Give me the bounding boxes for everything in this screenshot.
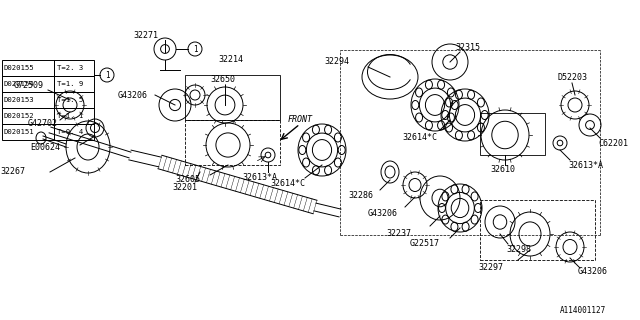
Text: G22517: G22517 [410, 239, 440, 249]
Text: 32294: 32294 [324, 58, 349, 67]
Text: 32267: 32267 [0, 167, 25, 177]
Text: D020154: D020154 [4, 81, 35, 87]
Text: 1: 1 [105, 70, 109, 79]
Bar [2, 60, 54, 76]
Bar [2, 124, 54, 140]
Text: T=0. 4: T=0. 4 [57, 129, 83, 135]
Text: G42702: G42702 [28, 119, 58, 129]
Bar [54, 108, 94, 124]
Text: D020151: D020151 [4, 129, 35, 135]
Text: 1: 1 [193, 44, 197, 53]
Text: 32605: 32605 [175, 175, 200, 185]
Bar [185, 120, 280, 165]
Text: T=1. 9: T=1. 9 [57, 81, 83, 87]
Text: D020153: D020153 [4, 97, 35, 103]
Text: 32315: 32315 [455, 43, 480, 52]
Text: FRONT: FRONT [288, 116, 313, 124]
Text: T=1. 5: T=1. 5 [57, 97, 83, 103]
Text: T=2. 3: T=2. 3 [57, 65, 83, 71]
Text: 32237: 32237 [386, 228, 411, 237]
Bar [2, 92, 54, 108]
Text: 32201: 32201 [172, 182, 197, 191]
Bar [54, 60, 94, 76]
Text: 32613*A: 32613*A [242, 172, 277, 181]
Bar [2, 108, 54, 124]
Text: 32271: 32271 [133, 30, 158, 39]
Text: G43206: G43206 [118, 91, 148, 100]
Text: G43206: G43206 [578, 268, 608, 276]
Text: D020152: D020152 [4, 113, 35, 119]
Text: G72509: G72509 [14, 81, 44, 90]
Bar [54, 76, 94, 92]
Text: 32214: 32214 [218, 55, 243, 65]
Text: 32298: 32298 [506, 245, 531, 254]
Text: 32650: 32650 [210, 76, 235, 84]
Text: D52203: D52203 [557, 73, 587, 82]
Text: 32610: 32610 [490, 165, 515, 174]
Bar [54, 124, 94, 140]
Text: A114001127: A114001127 [560, 306, 606, 315]
Bar [480, 113, 545, 155]
Text: D020155: D020155 [4, 65, 35, 71]
Text: 32286: 32286 [348, 191, 373, 201]
Text: 32613*A: 32613*A [568, 162, 603, 171]
Bar [2, 76, 54, 92]
Bar [480, 200, 595, 260]
Bar [54, 92, 94, 108]
Text: 32297: 32297 [478, 262, 503, 271]
Text: 32614*C: 32614*C [270, 179, 305, 188]
Text: T=1. 1: T=1. 1 [57, 113, 83, 119]
Text: E00624: E00624 [30, 143, 60, 153]
Text: 32614*C: 32614*C [402, 132, 437, 141]
Text: C62201: C62201 [598, 139, 628, 148]
Text: G43206: G43206 [368, 209, 398, 218]
Bar [185, 75, 280, 120]
